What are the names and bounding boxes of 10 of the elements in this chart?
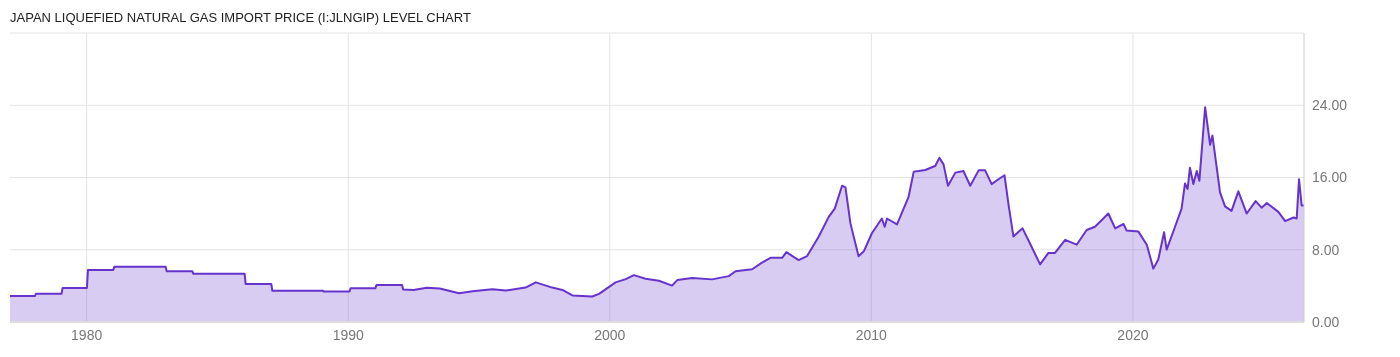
chart-title: JAPAN LIQUEFIED NATURAL GAS IMPORT PRICE (I:JLNGIP) LEVEL CHART	[9, 9, 472, 27]
y-tick-label: 16.00	[1312, 169, 1348, 186]
y-tick-label: 24.00	[1312, 97, 1348, 114]
x-tick-label: 2010	[855, 326, 888, 343]
x-tick-label: 1980	[71, 326, 103, 343]
y-tick-label: 8.00	[1312, 241, 1340, 258]
x-tick-label: 1990	[332, 326, 364, 343]
x-tick-label: 2000	[594, 326, 626, 343]
x-tick-label: 2020	[1117, 326, 1149, 343]
y-tick-label: 0.00	[1312, 313, 1340, 330]
